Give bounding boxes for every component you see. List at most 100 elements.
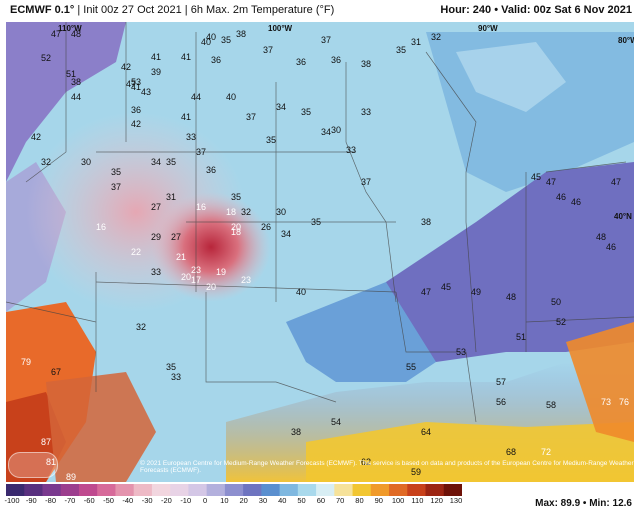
lake-superior-zone <box>456 42 566 112</box>
colorbar-segment <box>261 484 281 496</box>
colorbar-segment <box>206 484 226 496</box>
colorbar-segment <box>407 484 427 496</box>
temperature-label: 41 <box>180 112 192 122</box>
colorbar-segment <box>352 484 372 496</box>
temperature-label: 47 <box>545 177 557 187</box>
temperature-label: 34 <box>275 102 287 112</box>
temperature-label: 35 <box>300 107 312 117</box>
colorbar-segment <box>6 484 25 496</box>
temperature-label: 45 <box>440 282 452 292</box>
temperature-label: 64 <box>420 427 432 437</box>
florida-warm <box>566 322 634 442</box>
temperature-label: 19 <box>215 267 227 277</box>
temperature-label: 49 <box>470 287 482 297</box>
colorbar-segment <box>224 484 244 496</box>
temperature-label: 31 <box>410 37 422 47</box>
temperature-label: 23 <box>190 265 202 275</box>
colorado-core <box>151 192 271 302</box>
lon-110: 110°W <box>58 24 82 33</box>
borders <box>6 22 634 423</box>
temperature-label: 76 <box>618 397 630 407</box>
colorbar-segment <box>297 484 317 496</box>
colorbar-segment <box>115 484 135 496</box>
temperature-label: 20 <box>180 272 192 282</box>
temperature-label: 32 <box>135 322 147 332</box>
model-name: ECMWF 0.1° <box>10 4 75 16</box>
temperature-label: 37 <box>110 182 122 192</box>
colorbar-tick-label: 0 <box>202 496 208 505</box>
temperature-label: 35 <box>265 135 277 145</box>
temperature-label: 62 <box>360 457 372 467</box>
colorbar <box>6 484 462 496</box>
temperature-label: 48 <box>70 29 82 39</box>
temperature-label: 26 <box>260 222 272 232</box>
temperature-label: 30 <box>80 157 92 167</box>
temperature-label: 37 <box>320 35 332 45</box>
colorbar-segment <box>243 484 262 496</box>
temperature-label: 33 <box>345 145 357 155</box>
temperature-label: 33 <box>360 107 372 117</box>
temperature-label: 47 <box>610 177 622 187</box>
colorbar-tick-label: 70 <box>336 496 345 505</box>
temperature-label: 41 <box>130 82 142 92</box>
colorbar-tick-label: 60 <box>316 496 326 505</box>
temperature-label: 34 <box>320 127 332 137</box>
temperature-label: 37 <box>360 177 372 187</box>
temperature-label: 40 <box>295 287 307 297</box>
temperature-label: 32 <box>430 32 442 42</box>
temperature-label: 35 <box>165 157 177 167</box>
colorbar-tick-label: 100 <box>391 496 405 505</box>
temperature-label: 67 <box>50 367 62 377</box>
temperature-label: 50 <box>550 297 562 307</box>
temperature-label: 41 <box>180 52 192 62</box>
field-name: 6h Max. 2m Temperature (°F) <box>190 4 335 16</box>
temperature-label: 79 <box>20 357 32 367</box>
temperature-label: 47 <box>50 29 62 39</box>
colorbar-segment <box>24 484 43 496</box>
temperature-label: 41 <box>150 52 162 62</box>
colorbar-tick-label: -40 <box>122 496 134 505</box>
temperature-label: 16 <box>195 202 207 212</box>
colorbar-segment <box>316 484 335 496</box>
temperature-label: 17 <box>190 275 202 285</box>
lat-40: 40°N <box>614 212 632 221</box>
colorbar-tick-label: -50 <box>103 496 114 505</box>
temperature-label: 58 <box>545 400 557 410</box>
temperature-label: 89 <box>65 472 77 482</box>
temperature-label: 38 <box>420 217 432 227</box>
lon-80: 80°W <box>618 36 634 45</box>
colorbar-segment <box>443 484 462 496</box>
colorbar-segment <box>151 484 171 496</box>
colorbar-tick-label: 40 <box>278 496 287 505</box>
colorbar-tick-label: 20 <box>239 496 248 505</box>
colorbar-tick-label: -90 <box>25 496 37 505</box>
temperature-label: 48 <box>595 232 607 242</box>
title-right: Hour: 240 • Valid: 00z Sat 6 Nov 2021 <box>440 4 632 16</box>
temperature-label: 16 <box>95 222 107 232</box>
temperature-label: 68 <box>505 447 517 457</box>
map-field <box>6 22 634 482</box>
temperature-label: 42 <box>130 119 142 129</box>
temperature-label: 35 <box>165 362 177 372</box>
colorbar-tick-label: 90 <box>374 496 383 505</box>
temperature-label: 43 <box>140 87 152 97</box>
temperature-label: 36 <box>130 105 142 115</box>
temperature-label: 36 <box>330 55 342 65</box>
valid-time: Valid: 00z Sat 6 Nov 2021 <box>501 4 632 16</box>
temperature-label: 36 <box>205 165 217 175</box>
temperature-label: 55 <box>405 362 417 372</box>
east-band <box>386 162 634 362</box>
colorbar-tick-label: -20 <box>161 496 172 505</box>
temperature-label: 33 <box>170 372 182 382</box>
temperature-label: 18 <box>230 227 242 237</box>
temperature-map: 47 48 38 35 40 37 37 31 32 52 51 38 36 36 36 38 35 33 47 53… <box>6 22 634 482</box>
colorbar-segment <box>188 484 208 496</box>
temperature-label: 35 <box>220 35 232 45</box>
colorbar-tick-label: 50 <box>297 496 306 505</box>
temperature-label: 36 <box>210 55 222 65</box>
temperature-label: 27 <box>170 232 182 242</box>
colorbar-tick-label: -10 <box>180 496 192 505</box>
lon-90: 90°W <box>478 24 498 33</box>
temperature-label: 35 <box>110 167 122 177</box>
